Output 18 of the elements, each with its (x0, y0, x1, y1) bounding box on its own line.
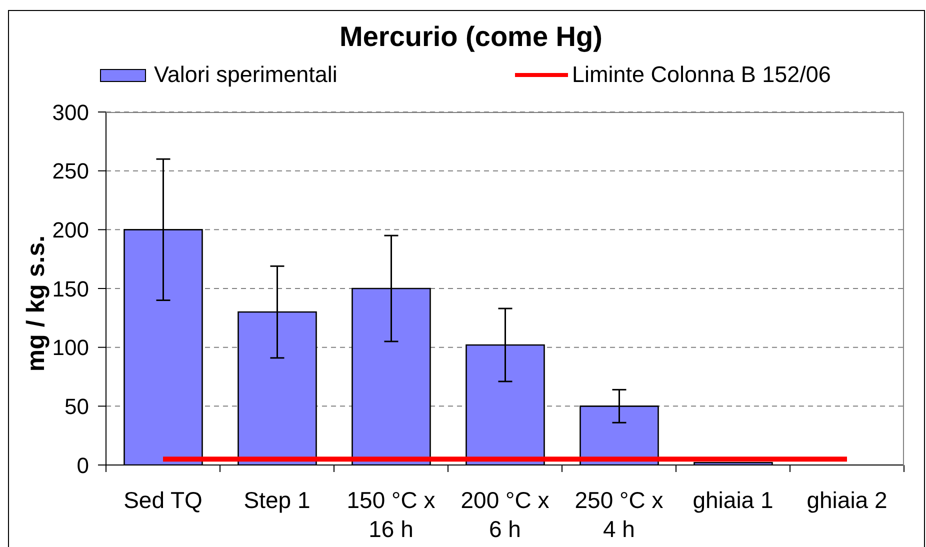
x-tick-label: 250 °C x 4 h (574, 487, 664, 542)
chart-title: Mercurio (come Hg) (338, 20, 604, 54)
legend-label: Valori sperimentali (154, 62, 338, 88)
y-tick-label: 0 (76, 452, 89, 478)
y-tick-label: 250 (52, 158, 89, 184)
y-tick-label: 200 (52, 217, 89, 242)
x-tick-label: Sed TQ (124, 487, 202, 513)
y-tick-label: 300 (52, 100, 89, 125)
x-tick-label: Step 1 (244, 487, 310, 513)
x-tick-label: 200 °C x 6 h (460, 487, 550, 542)
legend-label: Liminte Colonna B 152/06 (572, 62, 831, 88)
x-tick-label: ghiaia 1 (692, 487, 774, 513)
x-tick-label: 150 °C x 16 h (346, 487, 436, 542)
y-axis-title: mg / kg s.s. (22, 235, 50, 372)
y-tick-label: 50 (64, 394, 89, 419)
x-tick-label: ghiaia 2 (806, 487, 888, 513)
y-tick-label: 100 (52, 335, 89, 360)
y-tick-label: 150 (52, 276, 89, 302)
